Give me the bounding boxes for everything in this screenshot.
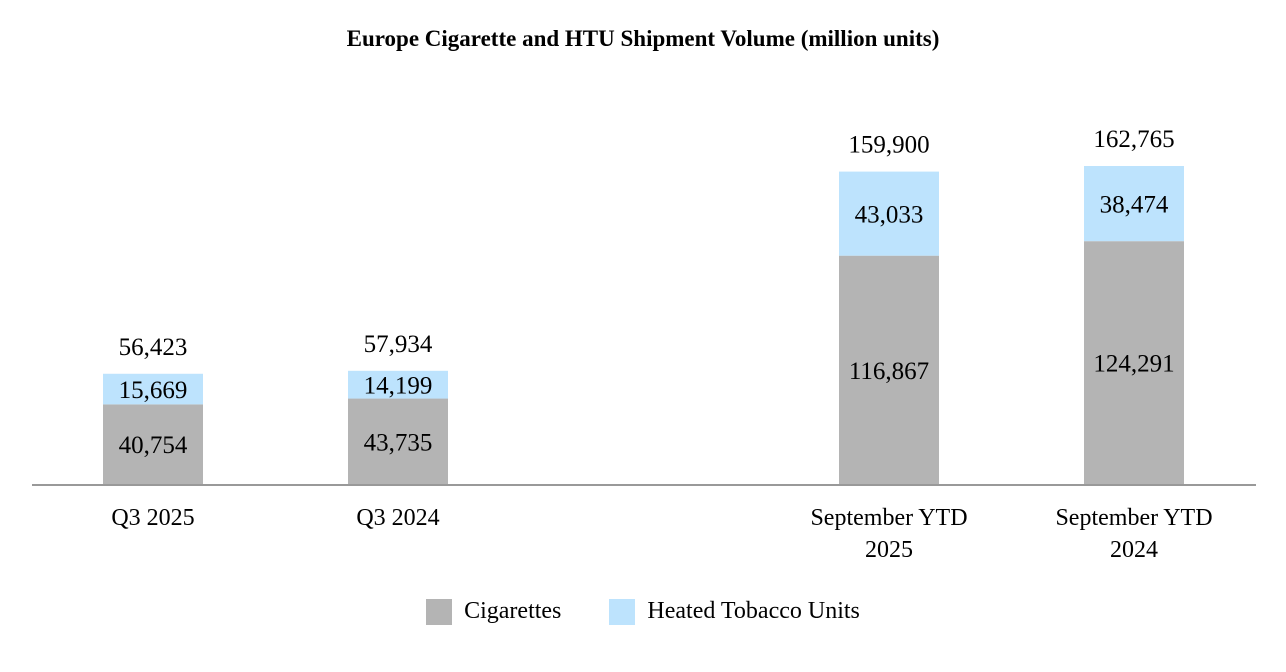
bar-cigarettes-2: [839, 255, 939, 484]
data-label-htu-0: 15,669: [119, 377, 188, 404]
bar-htu-3: [1084, 166, 1184, 242]
total-label-3: 162,765: [1093, 126, 1174, 153]
bar-cigarettes-0: [103, 404, 203, 484]
bar-htu-0: [103, 373, 203, 405]
bars-group: 40,754 15,669 56,423 43,735 14,199 57,934 116,…: [103, 126, 1184, 484]
data-label-cigarettes-2: 116,867: [849, 358, 929, 385]
bar-htu-2: [839, 171, 939, 256]
x-tick-label-2-1: 2025: [865, 537, 913, 563]
bar-htu-1: [348, 370, 448, 399]
total-label-1: 57,934: [364, 331, 433, 358]
bar-cigarettes-3: [1084, 241, 1184, 484]
legend-swatch-heated-tobacco-units: [609, 598, 636, 625]
data-label-cigarettes-3: 124,291: [1093, 351, 1174, 378]
total-label-2: 159,900: [848, 132, 929, 159]
x-tick-labels: Q3 2025 Q3 2024 September YTD 2025 September…: [111, 505, 1212, 563]
legend-label-heated-tobacco-units: Heated Tobacco Units: [647, 598, 860, 624]
data-label-htu-2: 43,033: [855, 202, 924, 229]
bar-cigarettes-1: [348, 398, 448, 484]
data-label-cigarettes-1: 43,735: [364, 429, 433, 456]
legend-item-heated-tobacco-units: Heated Tobacco Units: [609, 598, 860, 625]
x-tick-label-1-0: Q3 2024: [356, 505, 439, 531]
data-label-htu-1: 14,199: [364, 373, 433, 400]
x-tick-label-3-0: September YTD: [1055, 505, 1212, 531]
data-label-htu-3: 38,474: [1100, 192, 1169, 219]
stacked-bar-chart: 40,754 15,669 56,423 43,735 14,199 57,934 116,…: [32, 126, 1256, 563]
legend-item-cigarettes: Cigarettes: [426, 598, 561, 625]
x-tick-label-0-0: Q3 2025: [111, 505, 194, 531]
legend-swatch-cigarettes: [426, 598, 453, 625]
chart-title: Europe Cigarette and HTU Shipment Volume…: [346, 26, 940, 51]
legend: Cigarettes Heated Tobacco Units: [0, 598, 1286, 625]
x-tick-label-2-0: September YTD: [810, 505, 967, 531]
data-label-cigarettes-0: 40,754: [119, 432, 188, 459]
legend-label-cigarettes: Cigarettes: [464, 598, 562, 624]
total-label-0: 56,423: [119, 334, 188, 361]
x-tick-label-3-1: 2024: [1110, 537, 1158, 563]
